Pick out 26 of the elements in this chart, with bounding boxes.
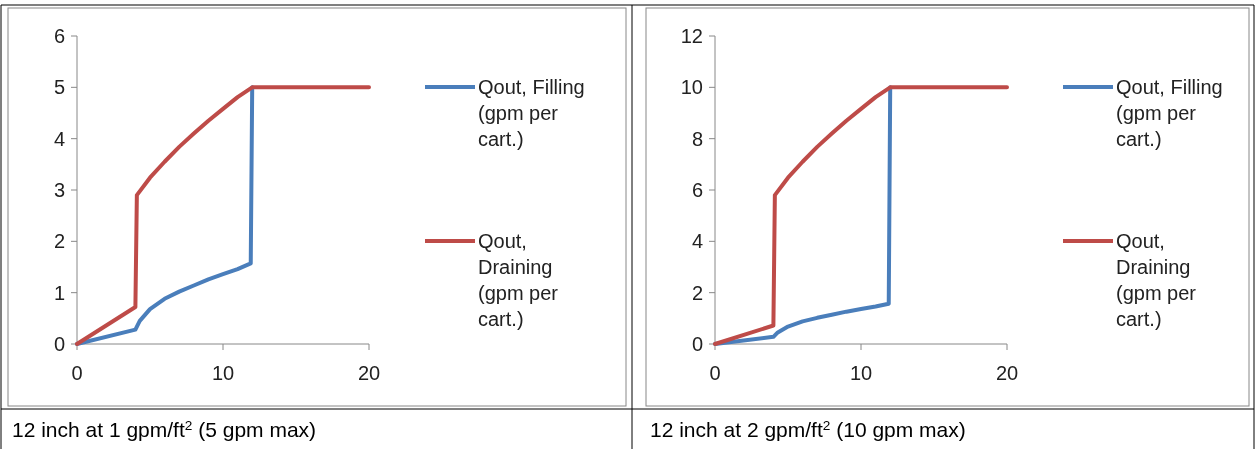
text: 12 inch at 2 gpm/ft$^{2}$ (10 gpm max)	[650, 417, 966, 441]
y-tick-label: 2	[53, 230, 65, 253]
x-tick-label: 0	[71, 362, 83, 384]
y-tick-label: 4	[691, 230, 703, 253]
y-tick-label: 1	[53, 281, 65, 304]
x-tick-label: 10	[849, 362, 873, 384]
y-tick-label: 10	[680, 76, 703, 99]
y-tick-label: 12	[680, 25, 703, 47]
y-tick-label: 6	[691, 179, 703, 201]
legend-label: Qout, Draining (gpm per cart.)	[478, 230, 559, 330]
x-tick-label: 0	[709, 362, 721, 384]
y-tick-label: 0	[691, 333, 703, 355]
y-tick-label: 4	[53, 127, 65, 150]
y-tick-label: 2	[691, 281, 703, 304]
x-tick-label: 10	[211, 362, 235, 384]
y-tick-label: 5	[53, 76, 65, 99]
y-tick-label: 8	[691, 127, 703, 150]
x-tick-label: 20	[357, 362, 381, 384]
legend-label: Qout, Filling (gpm per cart.)	[1116, 76, 1223, 150]
legend-label: Qout, Draining (gpm per cart.)	[1116, 230, 1197, 330]
x-tick-label: 20	[995, 362, 1019, 384]
y-tick-label: 6	[53, 25, 65, 47]
text: 12 inch at 1 gpm/ft$^{2}$ (5 gpm max)	[12, 417, 317, 441]
y-tick-label: 3	[53, 179, 65, 201]
legend-label: Qout, Filling (gpm per cart.)	[478, 76, 585, 150]
y-tick-label: 0	[53, 333, 65, 355]
